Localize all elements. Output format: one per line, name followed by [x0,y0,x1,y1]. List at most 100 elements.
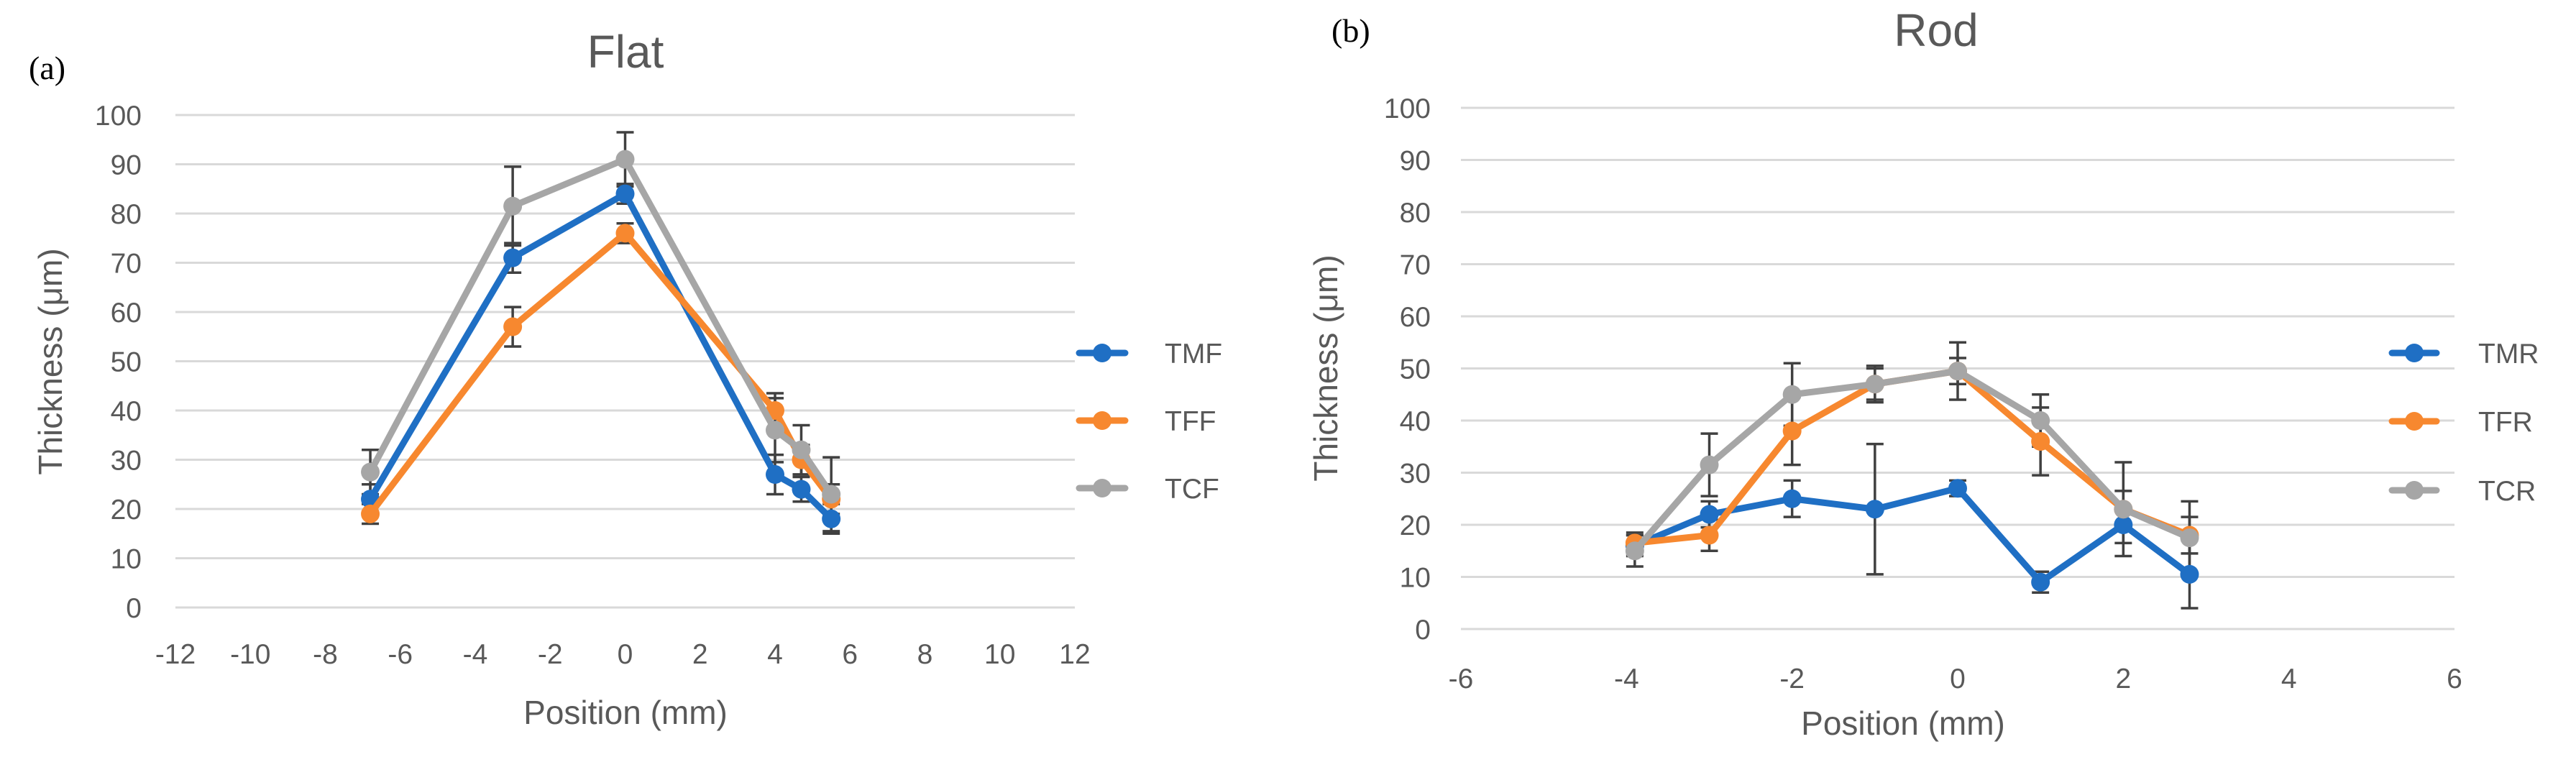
legend-swatch-marker [1093,479,1111,497]
y-tick-label: 40 [111,396,142,427]
x-tick-label: 10 [984,639,1015,670]
data-point [766,421,784,440]
data-point [2114,500,2133,519]
data-point [1700,505,1719,524]
y-tick-label: 90 [1400,146,1431,177]
y-tick-label: 80 [1400,198,1431,229]
y-tick-label: 0 [1415,615,1431,646]
legend-label: TMF [1165,339,1222,370]
x-tick-label: 2 [2115,664,2131,694]
data-point [2114,515,2133,534]
x-tick-label: 6 [2447,664,2462,694]
x-tick-label: -10 [230,639,270,670]
data-point [1782,489,1802,508]
x-tick-label: 12 [1059,639,1090,670]
x-tick-label: -4 [1614,664,1639,694]
x-tick-label: 0 [618,639,633,670]
data-point [792,480,811,499]
data-point [792,440,811,459]
series-tcr [1625,362,2199,561]
data-point [766,465,784,485]
y-tick-label: 30 [111,446,142,477]
y-tick-label: 10 [1400,563,1431,594]
legend-entry-tcr: TCR [2388,476,2536,507]
data-point [615,224,635,243]
legend-swatch-marker [1093,411,1111,430]
x-tick-label: -6 [388,639,413,670]
series-tmf [361,184,841,528]
data-point [1700,526,1719,545]
x-tick-label: 0 [1950,664,1966,694]
x-axis-title: Position (mm) [1801,705,2005,742]
y-tick-label: 40 [1400,406,1431,437]
y-tick-label: 80 [111,199,142,230]
data-point [2180,564,2199,584]
chart-flat: 0 10 20 30 40 50 60 70 80 90 100 -12 -10 -8 -6 -4 -2 0 2 4 6… [29,26,1222,731]
data-point [2180,528,2199,548]
legend-swatch-marker [2405,412,2424,431]
x-tick-label: 2 [692,639,708,670]
data-point [503,248,523,267]
legend-entry-tmr: TMR [2388,339,2539,370]
x-tick-label: 6 [842,639,858,670]
x-tick-label: -6 [1449,664,1474,694]
y-tick-label: 10 [111,544,142,575]
data-point [1948,362,1967,381]
y-tick-label: 0 [126,593,142,624]
legend-label: TFF [1165,406,1216,437]
x-axis-title: Position (mm) [523,694,728,731]
y-axis-title: Thickness (μm) [32,248,69,474]
y-tick-label: 90 [111,150,142,181]
data-point [1865,500,1884,519]
data-point [503,196,523,216]
legend-entry-tmf: TMF [1076,339,1222,370]
data-point [1700,455,1719,474]
series-line-tmr [1631,485,2193,586]
data-point [361,504,380,523]
data-point [1948,479,1967,498]
y-tick-label: 20 [1400,510,1431,541]
x-tick-label: 4 [767,639,783,670]
chart-title: Flat [587,26,664,78]
data-point [615,150,635,169]
data-point [1782,385,1802,404]
legend-swatch-marker [2405,344,2424,362]
data-point [1865,375,1884,394]
legend-label: TMR [2478,339,2539,370]
chart-rod: 0 10 20 30 40 50 60 70 80 90 100 -6 -4 -2 0 2 4 6 Rod (b) Po… [1307,4,2539,742]
y-tick-label: 100 [95,101,142,132]
series-tcf [361,150,841,504]
y-tick-label: 50 [1400,354,1431,385]
data-point [822,509,841,528]
y-tick-label: 60 [111,298,142,329]
legend-label: TCR [2478,476,2536,507]
legend-entry-tcf: TCF [1076,474,1219,505]
series-line-tmf [367,191,835,523]
legend-entry-tfr: TFR [2388,407,2533,438]
legend-label: TFR [2478,407,2533,438]
y-tick-label: 50 [111,347,142,378]
y-tick-label: 70 [1400,250,1431,281]
panel-label: (b) [1331,12,1370,49]
series-line-tff [367,229,835,518]
y-tick-label: 60 [1400,302,1431,333]
data-point [2031,432,2050,451]
y-tick-label: 20 [111,495,142,526]
legend-entry-tff: TFF [1076,406,1216,437]
data-point [615,184,635,203]
y-tick-label: 70 [111,249,142,280]
x-tick-label: -2 [1779,664,1805,694]
x-tick-label: -2 [538,639,563,670]
data-point [822,485,841,504]
data-point [1782,421,1802,441]
legend-label: TCF [1165,474,1219,505]
chart-title: Rod [1894,4,1978,56]
legend-swatch-marker [1093,344,1111,362]
data-point [2031,411,2050,430]
panel-label: (a) [29,50,65,86]
y-axis-title: Thickness (μm) [1307,254,1344,481]
data-point [503,317,523,336]
series-line-tcr [1631,367,2193,554]
